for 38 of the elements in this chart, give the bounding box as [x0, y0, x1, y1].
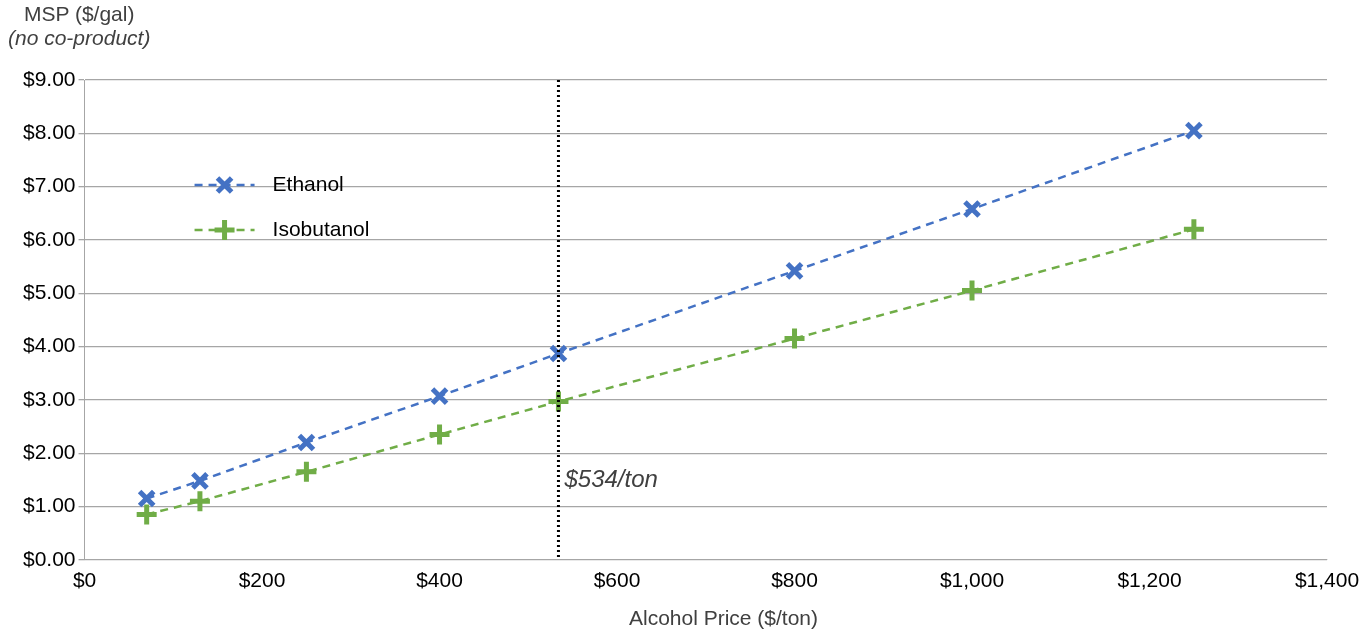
x-tick-label: $400 [416, 568, 463, 592]
y-tick-label: $0.00 [22, 546, 76, 570]
point [784, 261, 805, 281]
x-tick-label: $600 [593, 568, 641, 592]
ref-line-label: $534/ton [563, 464, 658, 492]
point [296, 432, 316, 453]
point [1184, 121, 1204, 141]
point [137, 488, 157, 509]
point [187, 488, 213, 514]
legend-label: Ethanol [272, 171, 344, 195]
x-tick-label: $800 [771, 568, 818, 592]
y-tick-label: $7.00 [22, 173, 76, 197]
point [427, 422, 453, 448]
x-tick-label: $1,400 [1294, 568, 1360, 592]
x-tick-label: $1,000 [939, 568, 1005, 592]
x-tick-label: $0 [72, 568, 97, 592]
y-tick-label: $5.00 [22, 280, 76, 304]
point [782, 326, 808, 352]
point [1181, 216, 1207, 242]
y-tick-label: $8.00 [22, 120, 76, 144]
point [962, 199, 982, 219]
y-tick-label: $9.00 [22, 66, 76, 90]
y-tick-label: $3.00 [22, 386, 76, 410]
x-tick-label: $1,200 [1117, 568, 1182, 592]
y-tick-label: $4.00 [22, 333, 76, 357]
x-tick-label: $200 [238, 568, 286, 592]
y-tick-label: $6.00 [22, 226, 76, 250]
x-axis-title: Alcohol Price ($/ton) [627, 606, 820, 630]
legend-label: Isobutanol [272, 216, 370, 240]
point [429, 386, 450, 406]
y-tick-label: $2.00 [22, 439, 76, 463]
point [134, 501, 160, 527]
y-axis-title: MSP ($/gal) (no co-product) [8, 2, 151, 50]
point [293, 459, 319, 485]
y-tick-label: $1.00 [22, 493, 76, 517]
point [190, 471, 210, 491]
point [959, 278, 985, 304]
point [548, 343, 569, 364]
